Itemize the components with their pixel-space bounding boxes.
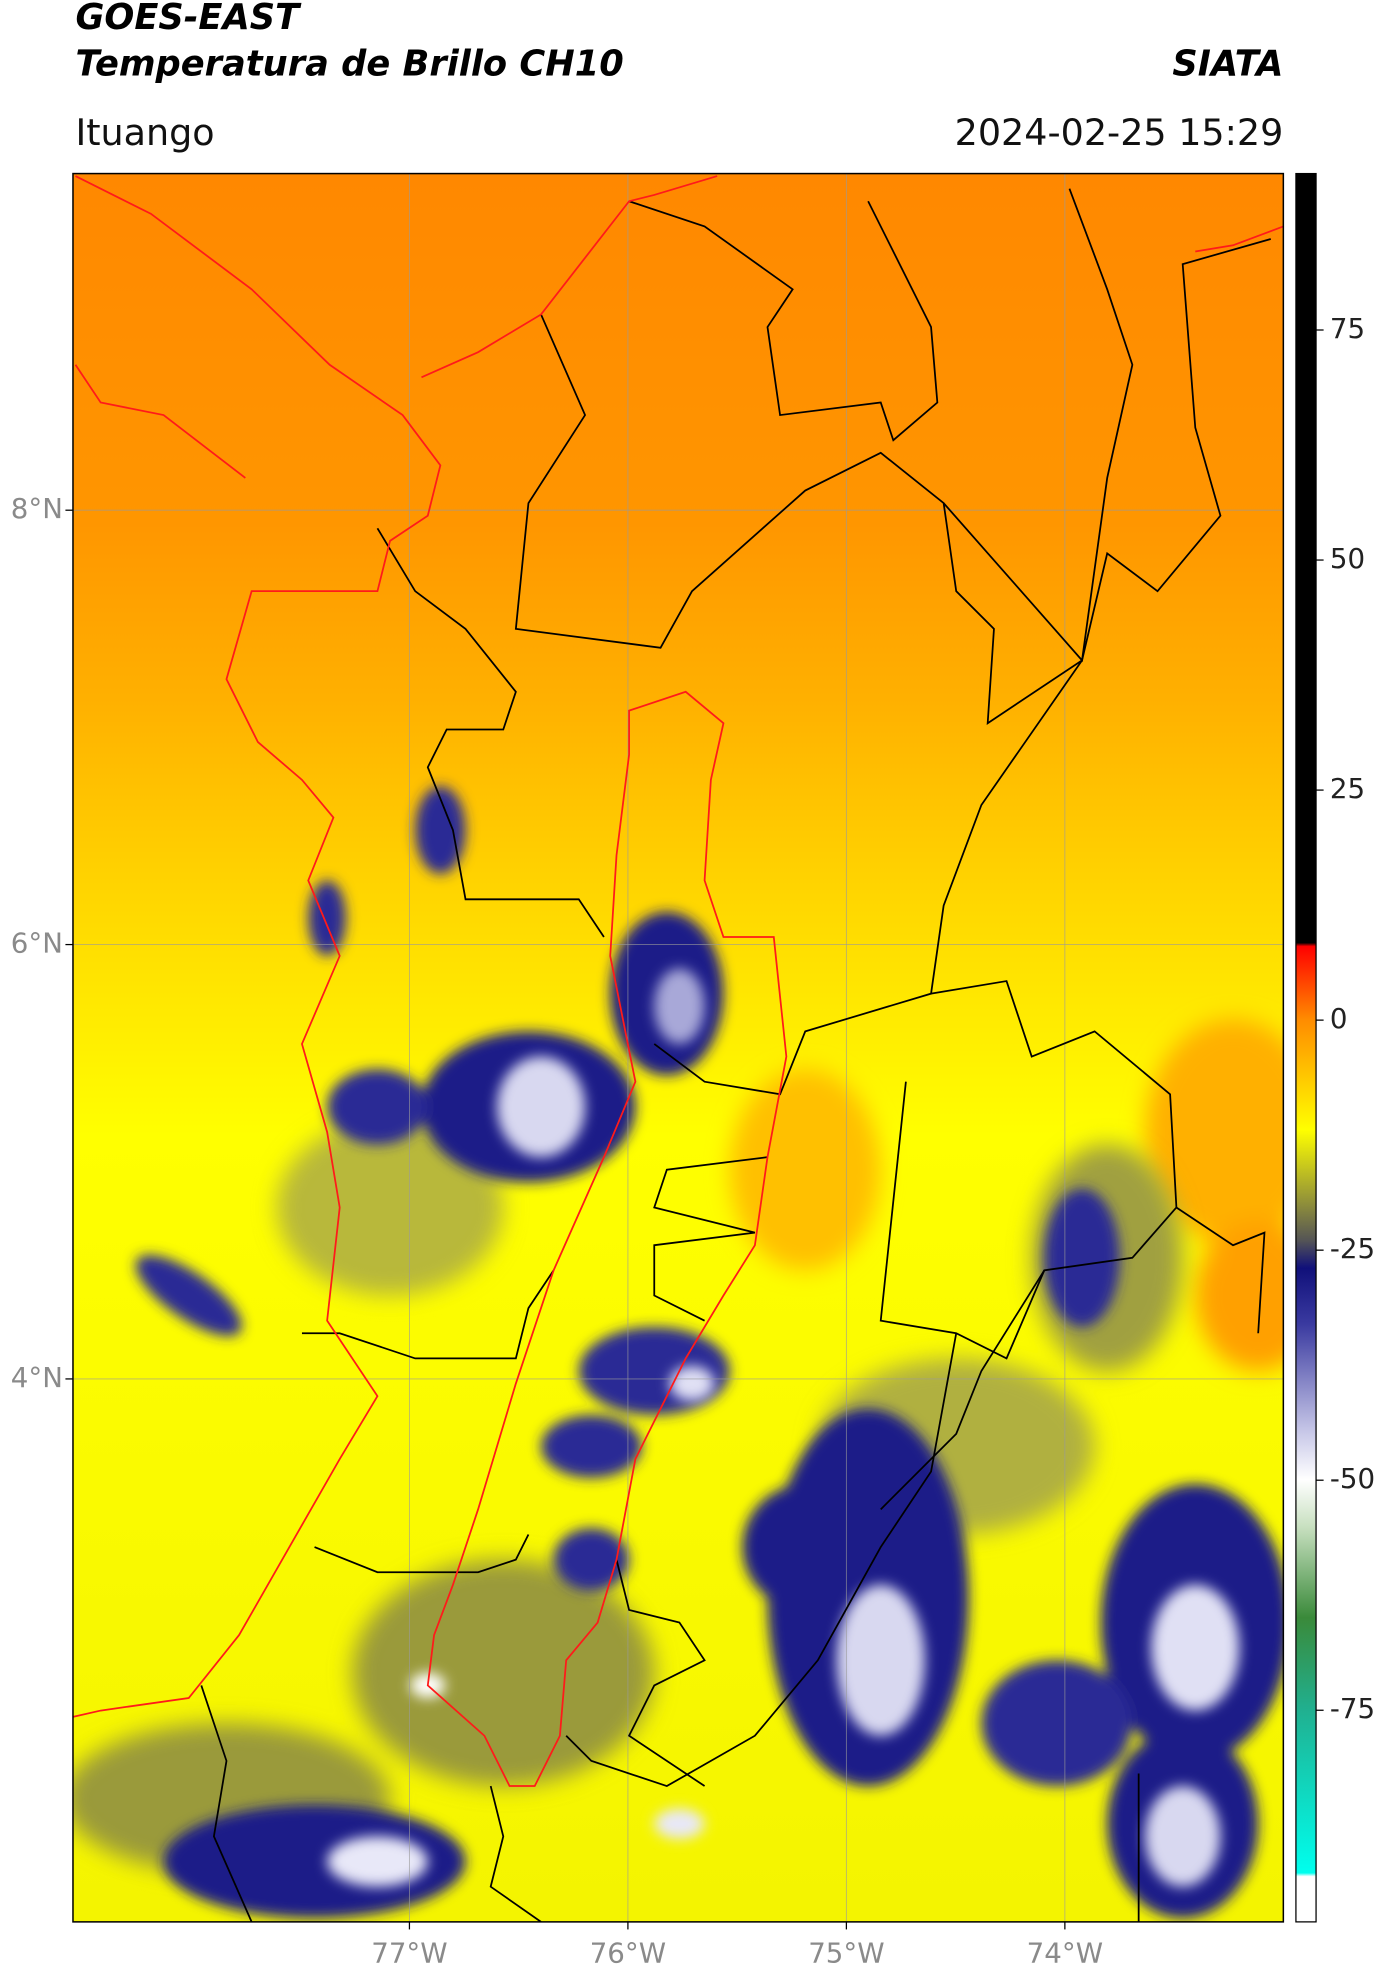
colorbar-tick-label: 0 [1330,1002,1348,1035]
location: Ituango [75,111,214,154]
colorbar-tick-label: 75 [1330,312,1365,345]
y-tick-label: 6°N [11,927,63,960]
admin-borders [200,188,1272,1922]
x-tick-label: 77°W [371,1937,447,1970]
x-tick-label: 75°W [808,1937,884,1970]
graticule [72,173,1284,1922]
coldest-cores [327,968,1240,1887]
warm-areas [729,1018,1284,1371]
satellite-image [72,173,1284,1922]
colorbar-tick-label: -50 [1330,1462,1375,1495]
map-ticks: 77°W 76°W 75°W 74°W 4°N 6°N 8°N [11,492,1103,1969]
map-frame [72,172,1285,1923]
colorbar-tick-label: -25 [1330,1232,1375,1265]
y-tick-label: 4°N [11,1361,63,1394]
colorbar-tick-label: 25 [1330,772,1365,805]
timestamp: 2024-02-25 15:29 [955,111,1284,154]
colorbar-ticks: -75 -50 -25 0 25 50 75 [1316,312,1375,1725]
region-outline [72,175,1284,1787]
y-tick-label: 8°N [11,492,63,525]
brand: SIATA [1172,43,1283,84]
colorbar-tick-label: -75 [1330,1692,1375,1725]
source-title: GOES-EAST [75,0,302,38]
x-tick-label: 74°W [1027,1937,1103,1970]
product-title: Temperatura de Brillo CH10 [75,43,623,84]
colorbar [1295,172,1317,1923]
colorbar-tick-label: 50 [1330,542,1365,575]
x-tick-label: 76°W [590,1937,666,1970]
